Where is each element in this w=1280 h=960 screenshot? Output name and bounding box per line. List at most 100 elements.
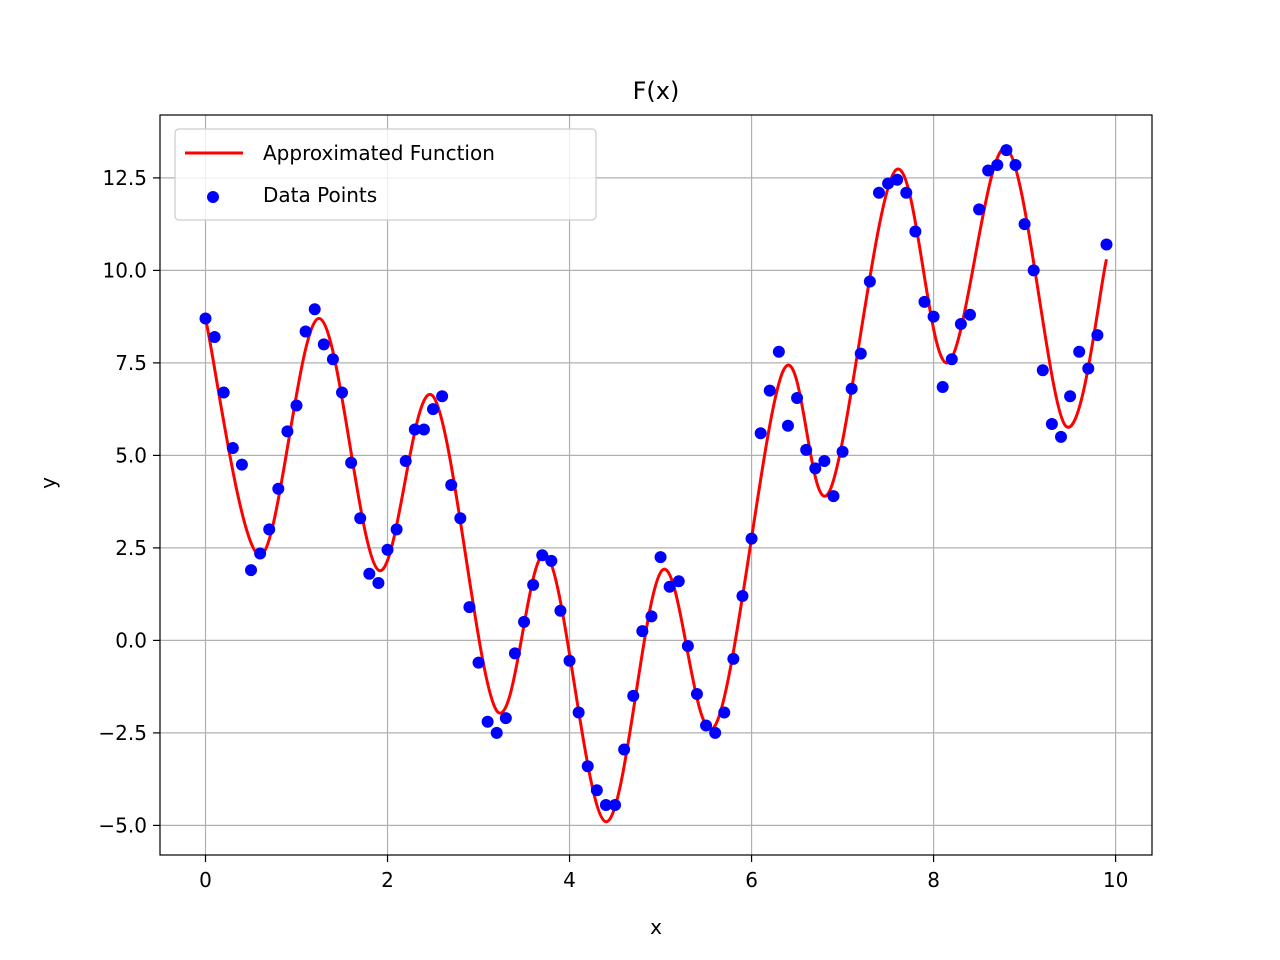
data-point-82 xyxy=(945,353,958,366)
data-point-36 xyxy=(527,578,540,591)
x-tick-label-1: 2 xyxy=(381,868,394,892)
chart-title: F(x) xyxy=(633,77,680,105)
data-point-41 xyxy=(572,706,585,719)
data-point-78 xyxy=(909,225,922,238)
legend-label-approximated-function: Approximated Function xyxy=(263,141,495,165)
y-tick-label-6: 10.0 xyxy=(102,258,147,282)
data-point-58 xyxy=(727,652,740,665)
data-point-70 xyxy=(836,445,849,458)
data-point-59 xyxy=(736,590,749,602)
data-point-2 xyxy=(217,386,230,399)
data-point-43 xyxy=(590,784,603,797)
data-point-44 xyxy=(599,799,612,812)
data-point-69 xyxy=(827,490,840,503)
data-point-21 xyxy=(390,523,403,536)
data-point-71 xyxy=(845,382,858,395)
data-point-63 xyxy=(772,345,785,358)
data-point-76 xyxy=(891,173,904,186)
data-point-95 xyxy=(1064,390,1077,403)
y-tick-label-3: 2.5 xyxy=(115,536,147,560)
data-point-46 xyxy=(618,743,631,756)
data-point-55 xyxy=(700,719,713,732)
data-point-23 xyxy=(408,423,421,436)
data-point-54 xyxy=(690,688,703,701)
legend-box xyxy=(174,128,597,221)
data-point-16 xyxy=(345,456,358,469)
data-point-38 xyxy=(545,554,558,567)
data-point-90 xyxy=(1018,218,1031,231)
data-point-18 xyxy=(363,567,376,580)
data-point-84 xyxy=(963,308,976,321)
data-point-56 xyxy=(709,726,722,739)
data-point-98 xyxy=(1091,329,1104,342)
data-point-60 xyxy=(745,532,758,545)
data-point-89 xyxy=(1009,158,1022,171)
data-point-73 xyxy=(863,275,876,288)
data-point-28 xyxy=(454,512,467,525)
x-tick-label-4: 8 xyxy=(927,868,940,892)
data-point-79 xyxy=(918,295,931,308)
legend-point-swatch xyxy=(207,191,219,203)
y-tick-label-4: 5.0 xyxy=(115,443,147,467)
x-tick-label-0: 0 xyxy=(199,868,212,892)
x-tick-label-2: 4 xyxy=(563,868,576,892)
data-point-22 xyxy=(399,454,412,467)
data-point-62 xyxy=(763,384,776,397)
data-point-13 xyxy=(317,338,330,351)
data-point-83 xyxy=(954,318,967,331)
data-point-11 xyxy=(299,325,312,338)
y-tick-label-5: 7.5 xyxy=(115,351,147,375)
data-point-72 xyxy=(854,347,867,360)
data-point-80 xyxy=(927,310,940,323)
data-point-27 xyxy=(445,479,458,491)
data-point-52 xyxy=(672,575,685,588)
data-point-94 xyxy=(1054,430,1067,443)
data-point-8 xyxy=(272,482,285,495)
data-point-34 xyxy=(508,647,521,660)
data-point-35 xyxy=(518,615,531,628)
data-point-0 xyxy=(199,312,212,325)
data-point-32 xyxy=(490,726,503,739)
data-point-53 xyxy=(681,639,694,652)
data-point-12 xyxy=(308,303,321,316)
data-point-57 xyxy=(718,706,731,719)
series-line-approximated-function xyxy=(204,146,1108,824)
data-point-6 xyxy=(254,547,267,560)
data-point-68 xyxy=(818,454,831,467)
data-point-19 xyxy=(372,577,385,590)
data-point-9 xyxy=(281,425,294,438)
data-point-10 xyxy=(290,399,303,412)
data-point-93 xyxy=(1045,417,1058,430)
data-point-97 xyxy=(1082,362,1095,375)
data-point-49 xyxy=(645,610,658,623)
data-point-15 xyxy=(336,386,349,399)
data-point-88 xyxy=(1000,144,1013,157)
ticks: 0 2 4 6 8 10 −5.0 −2.5 0.0 2.5 5.0 7.5 10.0 12.5 xyxy=(98,166,1128,892)
data-point-86 xyxy=(982,164,995,177)
data-point-67 xyxy=(809,462,822,475)
data-point-81 xyxy=(936,380,949,393)
y-tick-label-2: 0.0 xyxy=(115,628,147,652)
data-point-75 xyxy=(882,177,895,190)
data-point-51 xyxy=(663,580,676,593)
plot-area xyxy=(199,144,1113,824)
data-point-30 xyxy=(472,656,485,669)
data-point-61 xyxy=(754,427,767,440)
data-point-29 xyxy=(463,601,476,614)
legend-label-data-points: Data Points xyxy=(263,183,377,207)
data-point-92 xyxy=(1036,364,1049,377)
x-axis-label: x xyxy=(650,915,662,939)
data-point-5 xyxy=(245,564,258,577)
data-point-77 xyxy=(900,186,913,199)
data-point-47 xyxy=(627,689,640,702)
data-point-24 xyxy=(417,423,430,436)
data-point-91 xyxy=(1027,264,1040,277)
data-point-74 xyxy=(872,186,885,199)
data-point-33 xyxy=(499,712,512,725)
legend: Approximated Function Data Points xyxy=(174,128,597,221)
x-tick-label-5: 10 xyxy=(1103,868,1128,892)
data-point-3 xyxy=(226,442,239,454)
y-axis-label: y xyxy=(36,477,60,489)
data-point-17 xyxy=(354,512,367,525)
